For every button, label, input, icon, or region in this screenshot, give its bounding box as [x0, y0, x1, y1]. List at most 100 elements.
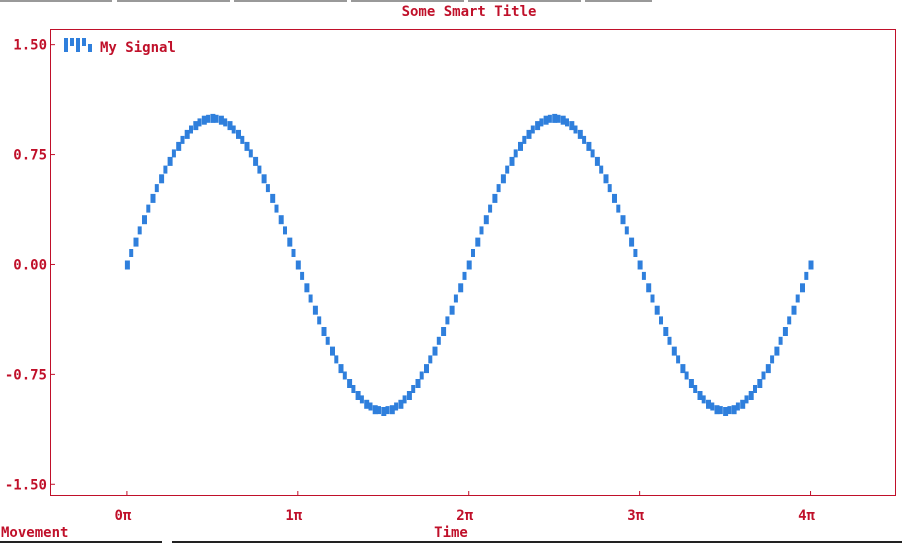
data-point — [201, 115, 207, 125]
data-point — [389, 405, 395, 415]
data-point — [176, 141, 182, 151]
plot-frame — [50, 29, 896, 496]
x-tick-label: 0π — [114, 508, 131, 524]
data-point — [334, 355, 339, 364]
data-point — [795, 294, 800, 303]
legend-swatch-block — [64, 38, 68, 44]
data-point — [479, 226, 484, 235]
data-point — [607, 184, 612, 193]
data-point — [535, 121, 541, 131]
data-point — [214, 114, 219, 123]
data-point — [676, 355, 681, 364]
data-point — [556, 114, 561, 123]
data-point — [154, 184, 159, 193]
status-divider-left — [0, 541, 162, 543]
y-tick-label: 0.75 — [13, 148, 47, 164]
data-point — [287, 237, 293, 247]
data-point — [791, 305, 797, 315]
data-point — [471, 249, 475, 257]
data-point — [526, 129, 532, 139]
data-point — [612, 193, 617, 203]
data-point — [654, 305, 660, 315]
data-point — [633, 249, 638, 257]
data-point — [718, 406, 723, 415]
data-point — [624, 226, 629, 235]
data-point — [688, 379, 694, 388]
data-point — [197, 118, 202, 127]
data-point — [582, 135, 587, 144]
data-point — [180, 135, 185, 144]
data-point — [291, 249, 296, 257]
data-point — [518, 141, 523, 151]
data-point — [714, 405, 720, 415]
data-point — [513, 149, 518, 158]
data-point — [680, 364, 686, 374]
data-point — [466, 260, 472, 270]
data-point — [765, 364, 771, 374]
data-point — [565, 118, 569, 127]
data-point — [500, 174, 506, 184]
data-point — [402, 395, 407, 404]
data-point — [496, 184, 501, 193]
data-point — [723, 407, 729, 416]
data-point — [347, 379, 353, 388]
legend-swatch-block — [76, 38, 80, 44]
data-point — [800, 283, 805, 293]
data-point — [505, 165, 510, 174]
data-point — [223, 118, 228, 127]
data-point — [150, 193, 156, 203]
data-point — [731, 405, 737, 415]
data-point — [787, 316, 792, 325]
y-tick-label: -1.50 — [5, 477, 47, 493]
data-point — [659, 316, 663, 325]
series-my-signal — [124, 113, 814, 416]
data-point — [620, 215, 626, 225]
data-point — [129, 249, 134, 257]
data-point — [462, 271, 467, 280]
data-point — [539, 118, 544, 127]
data-point — [778, 336, 783, 345]
x-axis-label: Time — [434, 525, 468, 541]
data-point — [312, 305, 318, 315]
data-point — [124, 260, 130, 270]
data-point — [560, 115, 566, 125]
data-point — [693, 385, 698, 393]
data-point — [475, 237, 481, 247]
data-point — [543, 115, 549, 125]
x-tick-label: 1π — [285, 508, 302, 524]
data-point — [248, 149, 253, 158]
data-point — [317, 316, 322, 325]
data-point — [629, 237, 635, 247]
data-point — [740, 399, 746, 409]
status-divider-right — [172, 541, 902, 543]
y-axis: 1.50 0.75 0.00 -0.75 -1.50 — [5, 38, 55, 493]
data-point — [189, 125, 193, 134]
data-point — [436, 336, 441, 345]
data-point — [650, 294, 655, 303]
data-point — [449, 305, 455, 315]
data-point — [184, 129, 190, 139]
data-point — [808, 260, 814, 270]
data-point — [171, 149, 176, 158]
legend-swatch — [64, 38, 92, 52]
data-point — [261, 174, 267, 184]
data-point — [338, 364, 344, 374]
data-point — [522, 135, 527, 144]
data-point — [398, 399, 404, 409]
data-point — [133, 237, 139, 247]
data-point — [159, 174, 165, 184]
x-tick-label: 2π — [456, 508, 473, 524]
data-point — [770, 355, 775, 364]
data-point — [257, 165, 262, 174]
data-point — [710, 402, 715, 411]
legend-swatch-block — [64, 44, 68, 52]
data-point — [283, 226, 287, 235]
data-point — [300, 271, 305, 280]
data-point — [509, 156, 515, 166]
data-point — [646, 283, 652, 293]
data-point — [697, 391, 703, 400]
data-point — [573, 125, 578, 134]
data-point — [637, 260, 643, 270]
legend-label: My Signal — [100, 40, 176, 56]
